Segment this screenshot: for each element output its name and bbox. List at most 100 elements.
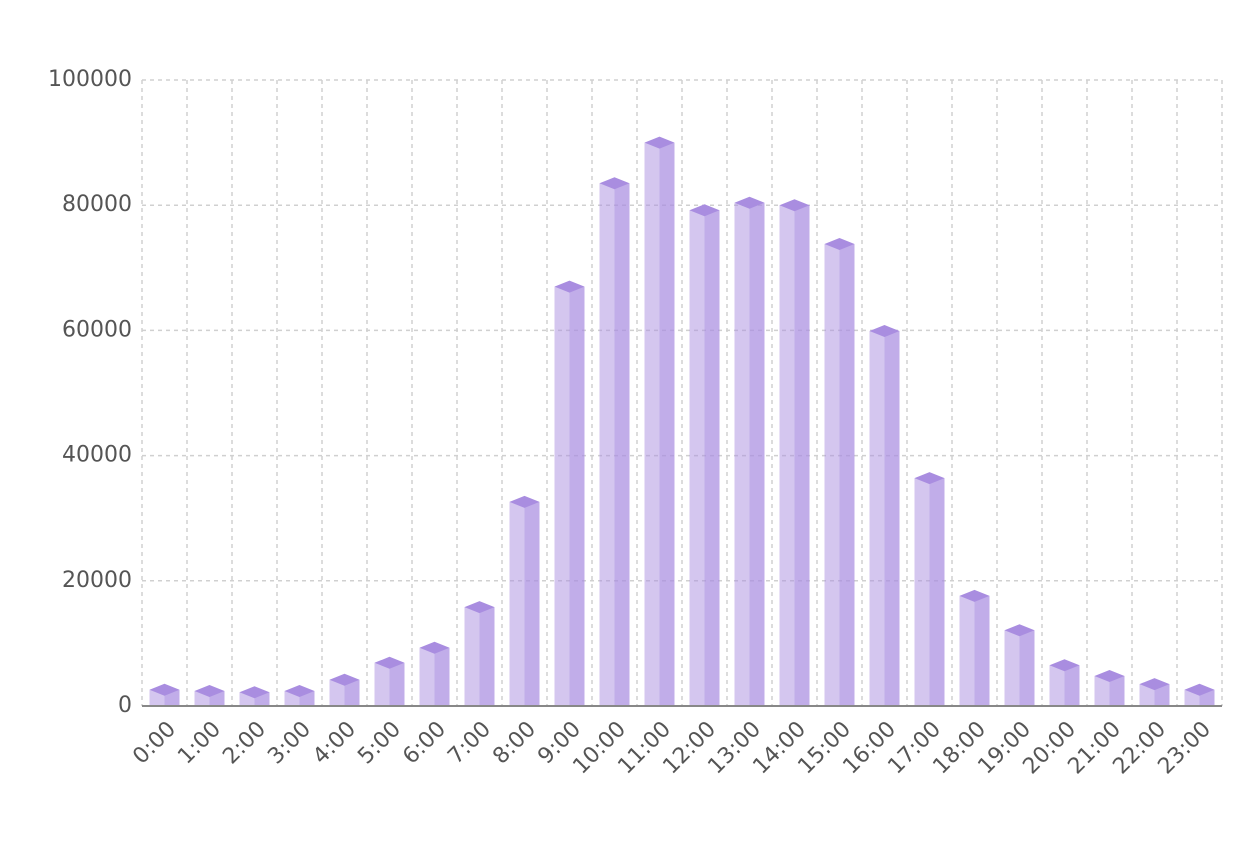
bar-face [1139,678,1170,691]
bar-face [434,647,450,706]
bar [599,177,630,707]
bar-face [1049,659,1080,672]
bar [284,684,315,706]
bar [329,673,360,706]
bar-face [1019,630,1035,706]
bar-face [419,647,435,706]
x-tick-label: 0:00 [128,717,181,770]
y-tick-label: 20000 [62,568,132,593]
bar-face [914,478,930,706]
bar-face [689,204,720,217]
bar-face [329,679,345,706]
bar [1139,678,1170,706]
bar-face [659,142,675,707]
bar-face [839,244,855,706]
bar-face [599,183,615,707]
bar [149,683,180,706]
bar-face [569,286,585,706]
x-tick-label: 2:00 [218,717,271,770]
x-tick-label: 3:00 [263,717,316,770]
bar-face [704,210,720,706]
bar-face [1139,684,1155,706]
bar-face [914,472,945,485]
bar [1094,669,1125,706]
bar-face [869,331,885,706]
bar-face [614,183,630,707]
bar-face [794,205,810,706]
bar [554,280,585,706]
bar-face [644,142,660,707]
bar-face [929,478,945,706]
bar-face [1049,665,1065,706]
bar-face [824,244,840,706]
bar-face [389,662,405,706]
bar-face [599,177,630,190]
bar-face [644,136,675,149]
bar-face [959,589,990,602]
bar-face [194,684,225,697]
bar-face [1154,684,1170,706]
x-tick-label: 8:00 [488,717,541,770]
bar-face [524,501,540,706]
bar-face [464,607,480,706]
bar [1184,683,1215,706]
bar-face [284,684,315,697]
bar-face [1004,624,1035,637]
bar [374,656,405,706]
bar-face [554,286,570,706]
y-tick-label: 40000 [62,443,132,468]
x-tick-label: 1:00 [173,717,226,770]
bar [824,238,855,706]
bar [959,589,990,706]
bar-face [749,202,765,707]
y-tick-label: 80000 [62,192,132,217]
bar-face [779,199,810,212]
bar [239,686,270,706]
bar [644,136,675,707]
bar-face [149,683,180,696]
y-tick-label: 0 [118,693,132,718]
bar [689,204,720,706]
bar [869,325,900,706]
bar [419,641,450,706]
bar-face [959,595,975,706]
bar-face [824,238,855,251]
x-tick-label: 23:00 [1153,717,1216,780]
bar-face [374,656,405,669]
bar-face [344,679,360,706]
bar-face [239,686,270,699]
bar-face [1184,683,1215,696]
bar-face [734,196,765,209]
bar-face [374,662,390,706]
x-tick-label: 5:00 [353,717,406,770]
bar-face [1094,669,1125,682]
x-tick-label: 7:00 [443,717,496,770]
bar [1004,624,1035,706]
bar-face [479,607,495,706]
bar [194,684,225,706]
x-tick-label: 4:00 [308,717,361,770]
bar-face [869,325,900,338]
x-tick-label: 6:00 [398,717,451,770]
bar [1049,659,1080,706]
bar-face [884,331,900,706]
bar-face [1004,630,1020,706]
bar-face [1109,675,1125,706]
bar-face [689,210,705,706]
bar-face [329,673,360,686]
bar-face [734,202,750,707]
bar-face [974,595,990,706]
bar [914,472,945,706]
y-tick-label: 60000 [62,317,132,342]
bar-face [419,641,450,654]
bar-face [779,205,795,706]
bar-face [509,495,540,508]
bar-face [1064,665,1080,706]
y-tick-label: 100000 [48,67,132,92]
bar-face [1094,675,1110,706]
bar-face [554,280,585,293]
bar [464,601,495,706]
bar [734,196,765,707]
bar-face [464,601,495,614]
